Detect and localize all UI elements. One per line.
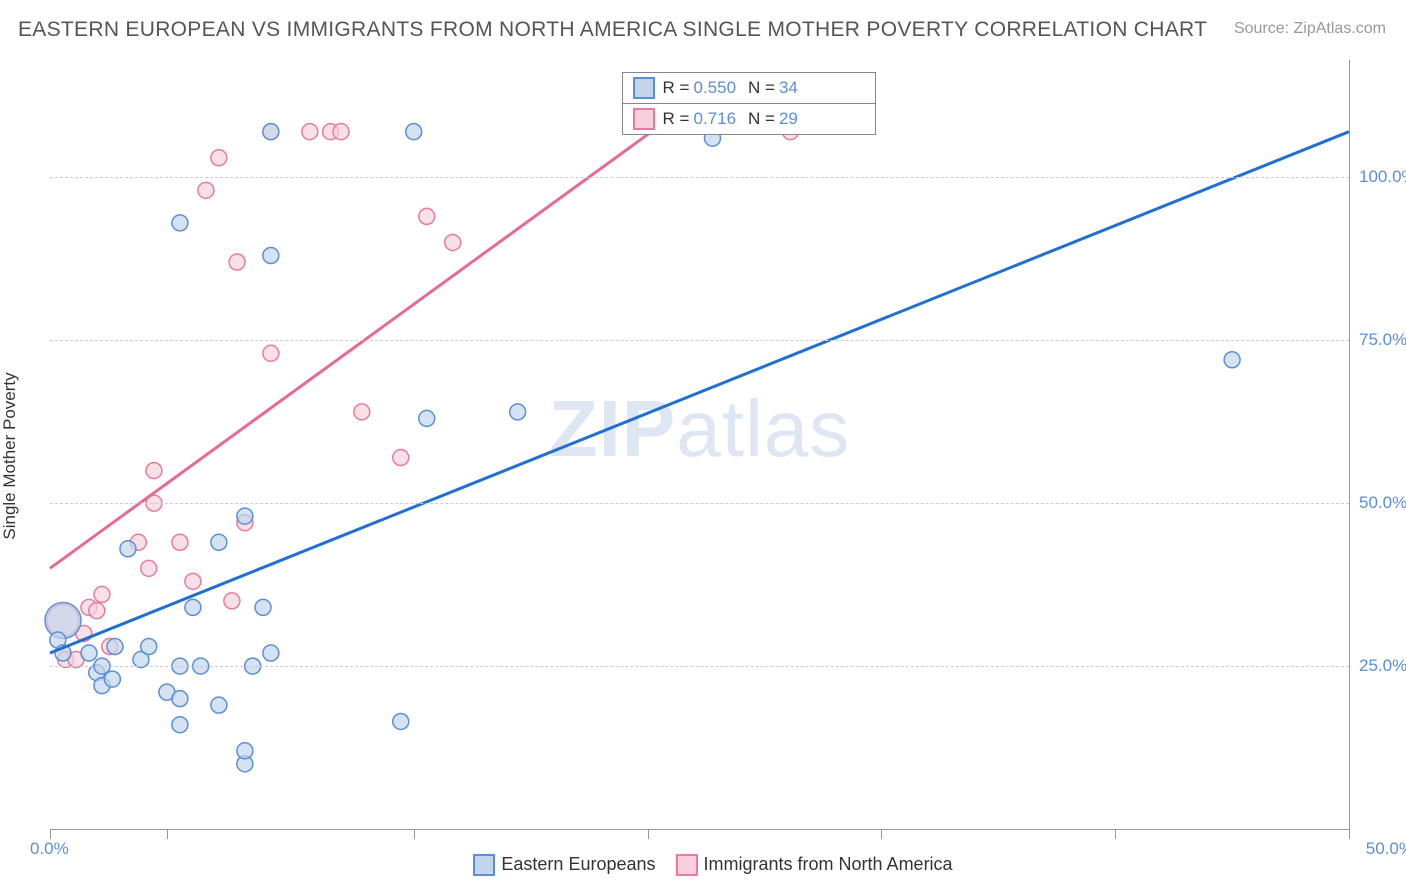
legend-r-label: R = xyxy=(663,109,690,129)
legend-row: R =0.550 N =34 xyxy=(623,73,875,103)
scatter-point-series2 xyxy=(263,345,279,361)
gridline-h xyxy=(50,340,1349,341)
scatter-point-series1 xyxy=(120,541,136,557)
scatter-point-series1 xyxy=(419,410,435,426)
scatter-point-series1 xyxy=(185,599,201,615)
scatter-point-series1 xyxy=(211,697,227,713)
scatter-point-series2 xyxy=(89,603,105,619)
scatter-point-series1 xyxy=(237,743,253,759)
y-axis-label: Single Mother Poverty xyxy=(0,372,20,539)
scatter-point-series2 xyxy=(393,450,409,466)
gridline-h xyxy=(50,666,1349,667)
plot-svg xyxy=(50,60,1349,829)
legend-swatch xyxy=(473,854,495,876)
x-tick xyxy=(1349,829,1350,839)
scatter-point-series1 xyxy=(81,645,97,661)
legend-r-label: R = xyxy=(663,78,690,98)
scatter-point-series2 xyxy=(229,254,245,270)
x-tick xyxy=(1115,829,1116,839)
scatter-point-series2 xyxy=(185,573,201,589)
legend-swatch xyxy=(676,854,698,876)
legend-swatch xyxy=(633,108,655,130)
scatter-point-series1 xyxy=(393,713,409,729)
legend-r-value: 0.550 xyxy=(693,78,736,98)
y-tick-label: 100.0% xyxy=(1359,167,1406,187)
legend-n-label: N = xyxy=(748,78,775,98)
gridline-h xyxy=(50,177,1349,178)
scatter-point-series1 xyxy=(104,671,120,687)
scatter-point-series2 xyxy=(354,404,370,420)
legend-swatch xyxy=(633,77,655,99)
legend-n-value: 34 xyxy=(779,78,798,98)
source-text: Source: ZipAtlas.com xyxy=(1234,20,1386,38)
scatter-point-series2 xyxy=(224,593,240,609)
scatter-point-series1 xyxy=(255,599,271,615)
regression-line xyxy=(50,132,1349,653)
scatter-point-series1 xyxy=(237,508,253,524)
scatter-point-series1 xyxy=(211,534,227,550)
legend-label: Eastern Europeans xyxy=(501,854,655,874)
y-tick-label: 50.0% xyxy=(1359,493,1406,513)
gridline-h xyxy=(50,503,1349,504)
scatter-point-series2 xyxy=(172,534,188,550)
y-tick-label: 75.0% xyxy=(1359,330,1406,350)
scatter-point-series2 xyxy=(146,463,162,479)
scatter-point-series2 xyxy=(94,586,110,602)
scatter-point-series1 xyxy=(406,124,422,140)
scatter-point-series2 xyxy=(333,124,349,140)
scatter-point-series2 xyxy=(419,208,435,224)
scatter-point-series1 xyxy=(141,639,157,655)
scatter-point-series2 xyxy=(445,234,461,250)
x-tick xyxy=(881,829,882,839)
scatter-point-series1 xyxy=(510,404,526,420)
y-tick-label: 25.0% xyxy=(1359,656,1406,676)
x-tick xyxy=(50,829,51,839)
scatter-point-series1 xyxy=(172,717,188,733)
scatter-point-series2 xyxy=(141,560,157,576)
x-tick xyxy=(167,829,168,839)
legend-row: R =0.716 N =29 xyxy=(623,103,875,134)
footer-legend: Eastern Europeans Immigrants from North A… xyxy=(0,854,1406,876)
scatter-point-series1 xyxy=(263,124,279,140)
legend-n-value: 29 xyxy=(779,109,798,129)
legend-label: Immigrants from North America xyxy=(704,854,953,874)
scatter-point-series1 xyxy=(172,215,188,231)
scatter-point-series1 xyxy=(1224,352,1240,368)
scatter-point-series1 xyxy=(263,645,279,661)
scatter-point-series2 xyxy=(198,182,214,198)
x-tick xyxy=(414,829,415,839)
legend-n-label: N = xyxy=(748,109,775,129)
scatter-point-series1 xyxy=(263,248,279,264)
scatter-point-series1 xyxy=(107,639,123,655)
chart-title: EASTERN EUROPEAN VS IMMIGRANTS FROM NORT… xyxy=(18,18,1207,42)
plot-area: ZIPatlas R =0.550N =34R =0.716N =29 0.0%… xyxy=(50,60,1350,830)
x-tick xyxy=(648,829,649,839)
regression-line xyxy=(50,125,661,568)
legend-r-value: 0.716 xyxy=(693,109,736,129)
correlation-legend: R =0.550 N =34 R =0.716 N =29 xyxy=(622,72,876,135)
scatter-point-series2 xyxy=(211,150,227,166)
scatter-point-series2 xyxy=(302,124,318,140)
scatter-point-series1 xyxy=(172,691,188,707)
